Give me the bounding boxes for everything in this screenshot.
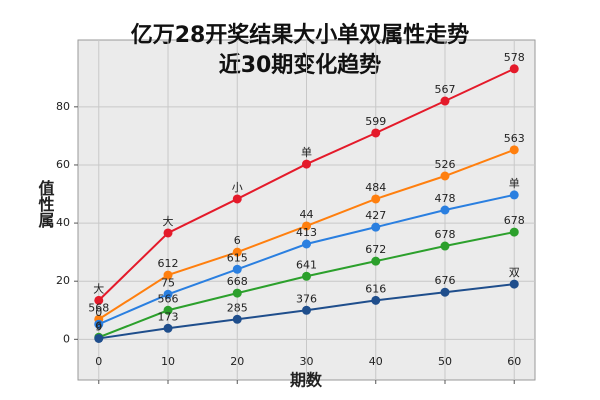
x-tick-label: 0 [95, 355, 102, 368]
data-point [371, 222, 381, 232]
point-label: 616 [365, 282, 386, 295]
x-tick-label: 10 [161, 355, 175, 368]
point-label: 563 [504, 132, 525, 145]
point-label: 668 [227, 275, 248, 288]
data-point [163, 289, 173, 299]
data-point [440, 241, 450, 251]
data-point [163, 323, 173, 333]
point-label: 小 [232, 181, 243, 194]
data-point [371, 256, 381, 266]
point-label: 678 [504, 214, 525, 227]
x-tick-label: 40 [369, 355, 383, 368]
point-label: 6 [95, 319, 102, 332]
data-point [232, 314, 242, 324]
data-point [371, 295, 381, 305]
y-tick-label: 60 [56, 158, 70, 171]
point-label: 0 [95, 306, 102, 319]
point-label: 9 [95, 320, 102, 333]
data-point [509, 145, 519, 155]
point-label: 478 [434, 192, 455, 205]
point-label: 大 [163, 214, 174, 228]
data-point [302, 305, 311, 315]
data-point [509, 190, 519, 200]
data-point [440, 96, 450, 106]
point-label: 双 [509, 266, 520, 279]
data-point [302, 271, 311, 281]
data-point [440, 205, 450, 215]
data-point [232, 247, 242, 257]
data-point [232, 194, 242, 204]
data-point [232, 288, 242, 298]
y-tick-label: 40 [56, 216, 70, 229]
point-label: 578 [504, 51, 525, 64]
data-point [163, 270, 173, 280]
x-tick-label: 60 [507, 355, 521, 368]
y-tick-label: 20 [56, 274, 70, 287]
data-point [371, 128, 381, 138]
point-label: 612 [158, 257, 179, 270]
x-tick-label: 50 [438, 355, 452, 368]
data-point [163, 228, 173, 238]
y-tick-label: 0 [63, 332, 70, 345]
data-point [509, 279, 519, 289]
point-label: 427 [365, 209, 386, 222]
data-point [509, 227, 519, 237]
point-label: 大 [93, 281, 104, 295]
data-point [163, 305, 173, 315]
point-label: 599 [365, 115, 386, 128]
data-point [371, 194, 381, 204]
point-label: 单 [301, 146, 312, 159]
y-tick-label: 80 [56, 100, 70, 113]
point-label: 376 [296, 292, 317, 305]
x-tick-label: 20 [230, 355, 244, 368]
point-label: 6 [234, 234, 241, 247]
data-point [232, 264, 242, 274]
data-point [440, 287, 450, 297]
point-label: 44 [300, 208, 314, 221]
point-label: 484 [365, 181, 386, 194]
data-point [302, 221, 311, 231]
point-label: 672 [365, 243, 386, 256]
chart-subtitle: 近30期变化趋势 [219, 52, 382, 78]
point-label: 413 [296, 226, 317, 239]
point-label: 676 [434, 274, 455, 287]
point-label: 678 [434, 228, 455, 241]
y-axis-label: 值性属 [36, 179, 55, 229]
data-point [94, 319, 104, 329]
chart-title: 亿万28开奖结果大小单双属性走势 [131, 22, 470, 48]
point-label: 641 [296, 258, 317, 271]
point-label: 567 [434, 83, 455, 96]
data-point [302, 239, 311, 249]
data-point [302, 159, 311, 169]
point-label: 单 [509, 177, 520, 190]
point-label: 173 [158, 310, 179, 323]
data-point [509, 64, 519, 74]
data-point [94, 333, 104, 343]
point-label: 285 [227, 301, 248, 314]
x-tick-label: 30 [300, 355, 314, 368]
point-label: 526 [434, 158, 455, 171]
point-label: 566 [158, 292, 179, 305]
point-label: 568 [88, 301, 109, 314]
point-label: 615 [227, 251, 248, 264]
data-point [94, 295, 104, 305]
data-point [440, 171, 450, 181]
point-label: 75 [161, 276, 175, 289]
